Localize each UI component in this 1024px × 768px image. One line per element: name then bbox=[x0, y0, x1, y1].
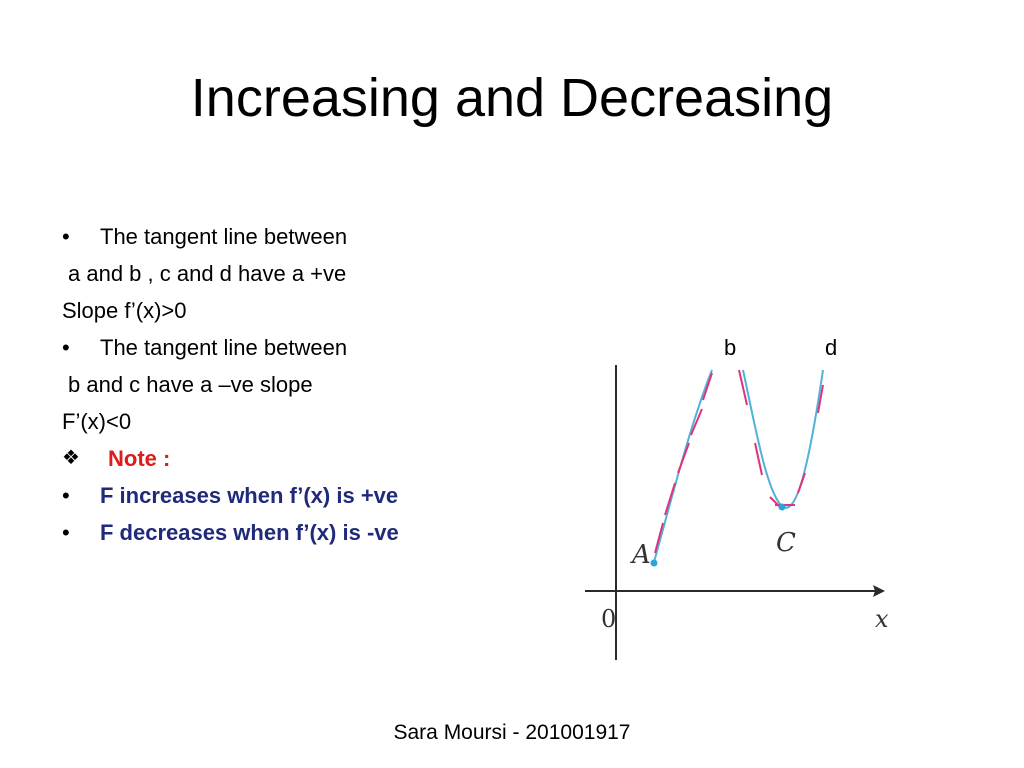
label-c: C bbox=[776, 528, 796, 558]
tangent-segment bbox=[797, 472, 806, 494]
tangent-segment bbox=[654, 522, 664, 554]
list-item-text: b and c have a –ve slope bbox=[68, 372, 313, 397]
bullet-icon: • bbox=[62, 520, 70, 545]
list-item: • F increases when f’(x) is +ve bbox=[62, 477, 542, 514]
list-item: a and b , c and d have a +ve bbox=[62, 255, 542, 292]
tangent-segment bbox=[702, 372, 713, 401]
tangent-segment bbox=[690, 408, 703, 436]
point-c-marker bbox=[778, 503, 786, 511]
tangent-segment bbox=[664, 482, 676, 516]
tangent-segment bbox=[754, 442, 763, 476]
list-item-note: ❖ Note : bbox=[62, 440, 542, 477]
x-axis-arrow-icon bbox=[873, 585, 885, 597]
label-a: A bbox=[630, 540, 651, 570]
list-item: • The tangent line between bbox=[62, 329, 542, 366]
list-item: F’(x)<0 bbox=[62, 403, 542, 440]
tangent-segment bbox=[738, 369, 748, 406]
list-item-text: F decreases when f’(x) is -ve bbox=[100, 520, 399, 545]
list-item: • The tangent line between bbox=[62, 218, 542, 255]
function-curve bbox=[653, 369, 824, 563]
origin-label: 0 bbox=[601, 605, 616, 633]
list-item-text: Slope f’(x)>0 bbox=[62, 298, 187, 323]
list-item: Slope f’(x)>0 bbox=[62, 292, 542, 329]
diamond-bullet-icon: ❖ bbox=[62, 447, 80, 469]
bullet-icon: • bbox=[62, 483, 70, 508]
x-axis-label: x bbox=[875, 605, 889, 633]
bullet-icon: • bbox=[62, 335, 70, 360]
list-item: b and c have a –ve slope bbox=[62, 366, 542, 403]
list-item-text: The tangent line between bbox=[100, 335, 348, 360]
list-item-text: F increases when f’(x) is +ve bbox=[100, 483, 399, 508]
bullet-list: • The tangent line between a and b , c a… bbox=[62, 218, 542, 551]
tangent-segment bbox=[677, 442, 690, 474]
label-b: b bbox=[724, 335, 737, 360]
list-item-text: a and b , c and d have a +ve bbox=[68, 261, 347, 286]
note-label: Note : bbox=[108, 446, 171, 471]
slide-title: Increasing and Decreasing bbox=[190, 68, 834, 128]
tangent-segment bbox=[817, 384, 824, 414]
tangent-lines bbox=[654, 369, 824, 554]
point-a-marker bbox=[650, 559, 658, 567]
curve-figure: A C 0 x bbox=[585, 365, 889, 660]
label-d: d bbox=[825, 335, 838, 360]
list-item-text: F’(x)<0 bbox=[62, 409, 132, 434]
list-item-text: The tangent line between bbox=[100, 224, 348, 249]
footer-author: Sara Moursi - 201001917 bbox=[393, 721, 631, 744]
bullet-icon: • bbox=[62, 224, 70, 249]
list-item: • F decreases when f’(x) is -ve bbox=[62, 514, 542, 551]
